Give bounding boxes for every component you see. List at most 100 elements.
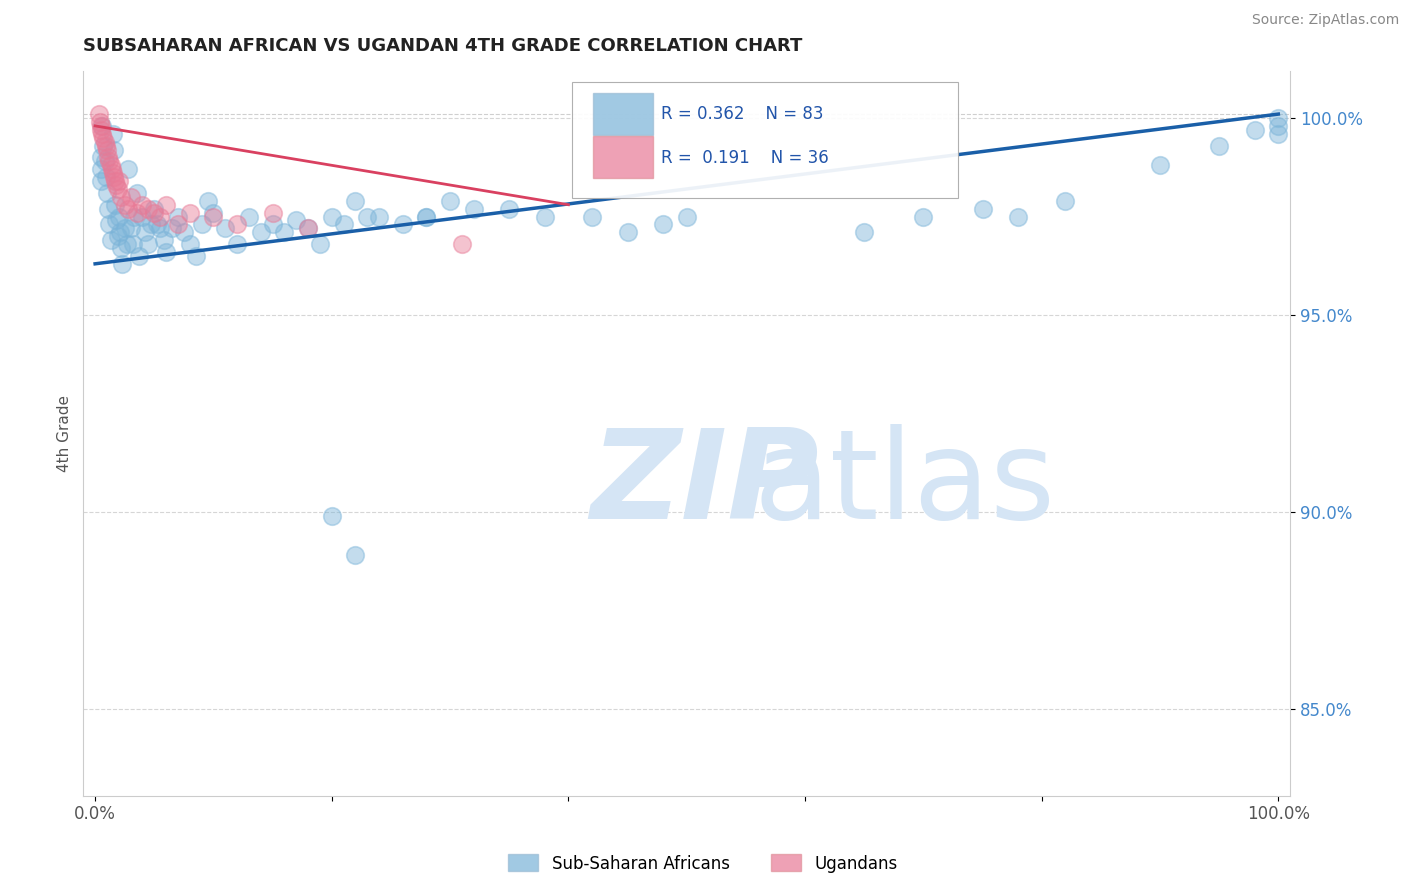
- Point: [149, 210, 172, 224]
- Point: [125, 186, 148, 200]
- Point: [105, 213, 128, 227]
- Point: [90, 162, 112, 177]
- Point: [675, 210, 697, 224]
- Point: [97, 150, 120, 164]
- Point: [249, 225, 271, 239]
- Text: R =  0.191    N = 36: R = 0.191 N = 36: [661, 149, 830, 167]
- Point: [439, 194, 461, 208]
- FancyBboxPatch shape: [592, 93, 652, 135]
- Point: [344, 549, 367, 563]
- Point: [98, 154, 121, 169]
- Point: [238, 210, 260, 224]
- Point: [167, 218, 190, 232]
- Point: [145, 218, 167, 232]
- Point: [155, 198, 177, 212]
- Point: [104, 174, 127, 188]
- Point: [134, 225, 156, 239]
- Point: [89, 115, 111, 129]
- Point: [114, 221, 136, 235]
- Point: [616, 225, 638, 239]
- Point: [131, 198, 153, 212]
- Point: [90, 119, 112, 133]
- Point: [202, 205, 225, 219]
- Point: [226, 218, 249, 232]
- Point: [1267, 119, 1289, 133]
- Point: [90, 174, 112, 188]
- Point: [115, 237, 138, 252]
- Point: [214, 221, 236, 235]
- Point: [111, 257, 134, 271]
- Point: [1208, 138, 1230, 153]
- Point: [1054, 194, 1077, 208]
- Point: [652, 218, 675, 232]
- Point: [107, 174, 129, 188]
- Point: [100, 233, 122, 247]
- Point: [107, 182, 129, 196]
- Point: [91, 119, 114, 133]
- Point: [1267, 127, 1289, 141]
- Point: [104, 198, 127, 212]
- Point: [128, 249, 150, 263]
- Point: [143, 202, 166, 216]
- Point: [96, 143, 118, 157]
- Point: [226, 237, 249, 252]
- Point: [309, 237, 332, 252]
- Point: [152, 233, 174, 247]
- Point: [184, 249, 207, 263]
- Point: [117, 202, 139, 216]
- Text: ZIP: ZIP: [591, 424, 818, 544]
- Point: [100, 158, 122, 172]
- Point: [114, 198, 136, 212]
- Point: [356, 210, 378, 224]
- Point: [97, 202, 120, 216]
- Point: [93, 130, 115, 145]
- Point: [415, 210, 437, 224]
- Point: [93, 138, 115, 153]
- Point: [93, 154, 115, 169]
- Point: [533, 210, 555, 224]
- Point: [91, 127, 114, 141]
- Text: SUBSAHARAN AFRICAN VS UGANDAN 4TH GRADE CORRELATION CHART: SUBSAHARAN AFRICAN VS UGANDAN 4TH GRADE …: [83, 37, 803, 55]
- Point: [391, 218, 413, 232]
- Point: [190, 218, 212, 232]
- Point: [972, 202, 994, 216]
- Point: [120, 190, 142, 204]
- Y-axis label: 4th Grade: 4th Grade: [58, 395, 72, 472]
- Point: [105, 178, 128, 192]
- Point: [853, 225, 876, 239]
- Point: [143, 205, 166, 219]
- Point: [93, 135, 115, 149]
- Point: [96, 186, 118, 200]
- Point: [368, 210, 391, 224]
- Point: [1267, 111, 1289, 125]
- FancyBboxPatch shape: [592, 136, 652, 178]
- Point: [108, 225, 131, 239]
- Point: [122, 237, 145, 252]
- Point: [94, 138, 117, 153]
- Point: [273, 225, 295, 239]
- Point: [202, 210, 225, 224]
- Legend: Sub-Saharan Africans, Ugandans: Sub-Saharan Africans, Ugandans: [502, 847, 904, 880]
- Point: [87, 107, 110, 121]
- Point: [90, 123, 112, 137]
- Point: [463, 202, 485, 216]
- Point: [179, 237, 201, 252]
- Point: [321, 508, 343, 523]
- Point: [262, 205, 284, 219]
- Point: [138, 202, 160, 216]
- Point: [498, 202, 520, 216]
- Point: [110, 241, 132, 255]
- Point: [415, 210, 437, 224]
- Point: [285, 213, 308, 227]
- Point: [138, 237, 160, 252]
- Point: [197, 194, 219, 208]
- Point: [122, 210, 145, 224]
- Point: [173, 225, 195, 239]
- Point: [160, 221, 183, 235]
- Point: [139, 218, 162, 232]
- Point: [912, 210, 935, 224]
- Point: [262, 218, 284, 232]
- Point: [103, 170, 125, 185]
- Point: [107, 229, 129, 244]
- Point: [101, 166, 124, 180]
